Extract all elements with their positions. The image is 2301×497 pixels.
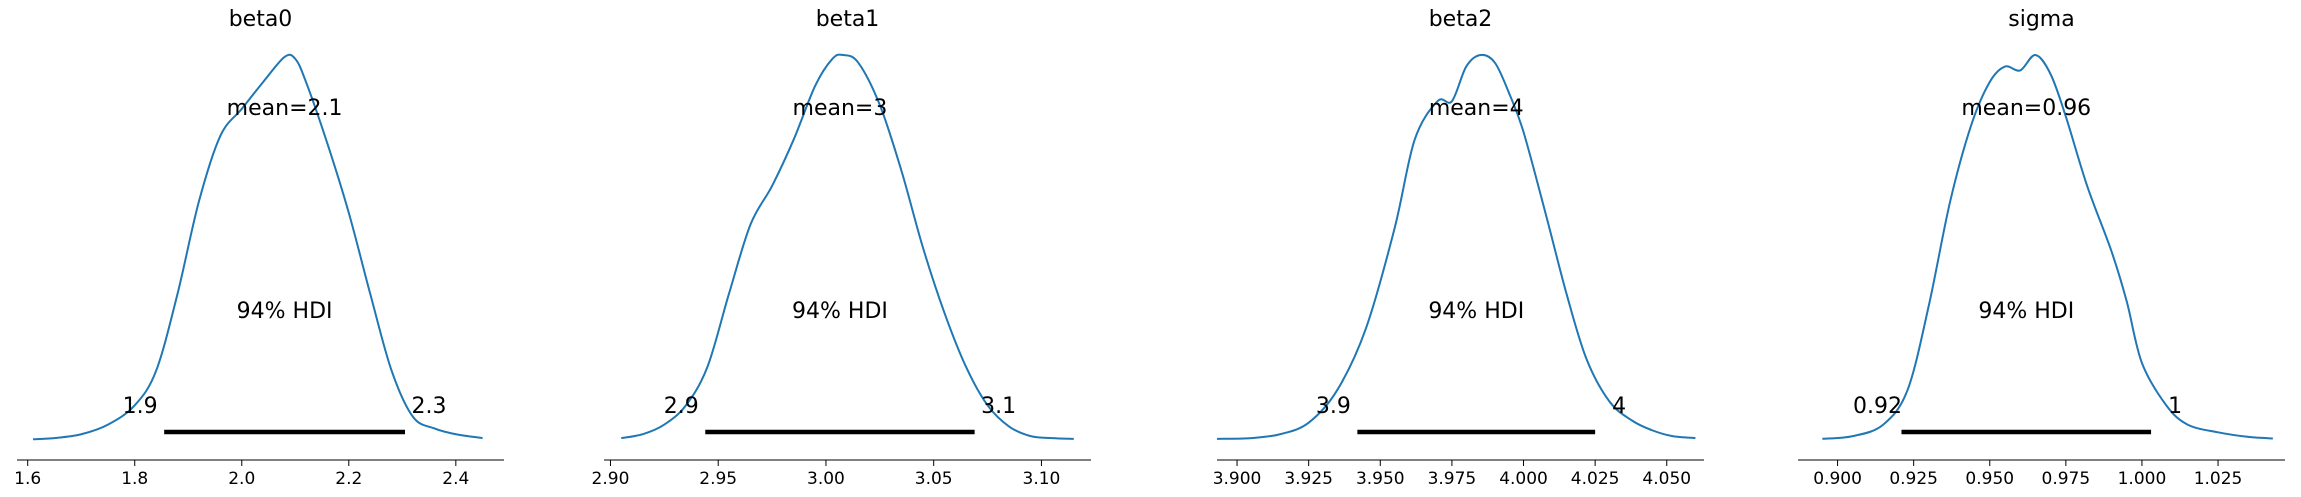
hdi-caption: 94% HDI: [237, 299, 333, 324]
kde-curve: [33, 53, 483, 441]
hdi-low-label: 1.9: [123, 394, 158, 419]
x-tick-label: 2.2: [335, 469, 362, 489]
hdi-low-label: 3.9: [1316, 394, 1351, 419]
hdi-caption: 94% HDI: [792, 299, 888, 324]
x-tick-label: 0.975: [2042, 469, 2091, 489]
kde-curve: [1216, 53, 1696, 440]
x-tick-label: 3.900: [1213, 469, 1262, 489]
panel-beta1: beta1 2.90 2.95 3.00 3.05 3.10 2.9 3.1 94% HDI me…: [592, 7, 1091, 489]
x-tick-label: 3.05: [915, 469, 953, 489]
x-tick-label: 3.00: [807, 469, 845, 489]
x-tick-label: 1.000: [2118, 469, 2167, 489]
x-tick-label: 3.925: [1284, 469, 1333, 489]
x-tick-label: 2.95: [699, 469, 737, 489]
panel-title: beta0: [229, 7, 293, 32]
x-tick-label: 1.025: [2194, 469, 2243, 489]
panel-title: beta1: [816, 7, 880, 32]
hdi-low-label: 0.92: [1853, 394, 1902, 419]
panel-title: beta2: [1429, 7, 1493, 32]
x-tick-label: 4.050: [1642, 469, 1691, 489]
x-tick-label: 2.0: [228, 469, 255, 489]
panel-beta0: beta0 1.6 1.8 2.0 2.2 2.4 1.9 2.3 94% HDI mean=2.…: [14, 7, 504, 489]
hdi-high-label: 1: [2168, 394, 2182, 419]
x-tick-label: 1.6: [14, 469, 41, 489]
x-tick-label: 3.975: [1428, 469, 1477, 489]
x-tick-label: 2.4: [442, 469, 469, 489]
x-tick-label: 4.025: [1571, 469, 1620, 489]
kde-curve: [621, 53, 1074, 440]
panel-title: sigma: [2008, 7, 2074, 32]
hdi-high-label: 3.1: [981, 394, 1016, 419]
mean-label: mean=2.1: [227, 96, 343, 121]
hdi-low-label: 2.9: [664, 394, 699, 419]
kde-curve: [1822, 54, 2273, 440]
x-tick-label: 1.8: [121, 469, 148, 489]
mean-label: mean=4: [1429, 96, 1524, 121]
x-tick-label: 0.925: [1889, 469, 1938, 489]
hdi-caption: 94% HDI: [1978, 299, 2074, 324]
x-tick-label: 4.000: [1499, 469, 1548, 489]
x-tick-label: 3.950: [1356, 469, 1405, 489]
mean-label: mean=3: [793, 96, 888, 121]
x-tick-label: 3.10: [1023, 469, 1061, 489]
panel-beta2: beta2 3.900 3.925 3.950 3.975 4.000 4.025 4.050…: [1213, 7, 1704, 489]
mean-label: mean=0.96: [1961, 96, 2091, 121]
panel-sigma: sigma 0.900 0.925 0.950 0.975 1.000 1.025 0.92 1…: [1798, 7, 2285, 489]
x-tick-label: 0.950: [1965, 469, 2014, 489]
x-tick-label: 2.90: [592, 469, 630, 489]
hdi-high-label: 2.3: [411, 394, 446, 419]
x-tick-label: 0.900: [1813, 469, 1862, 489]
hdi-high-label: 4: [1612, 394, 1626, 419]
hdi-caption: 94% HDI: [1428, 299, 1524, 324]
